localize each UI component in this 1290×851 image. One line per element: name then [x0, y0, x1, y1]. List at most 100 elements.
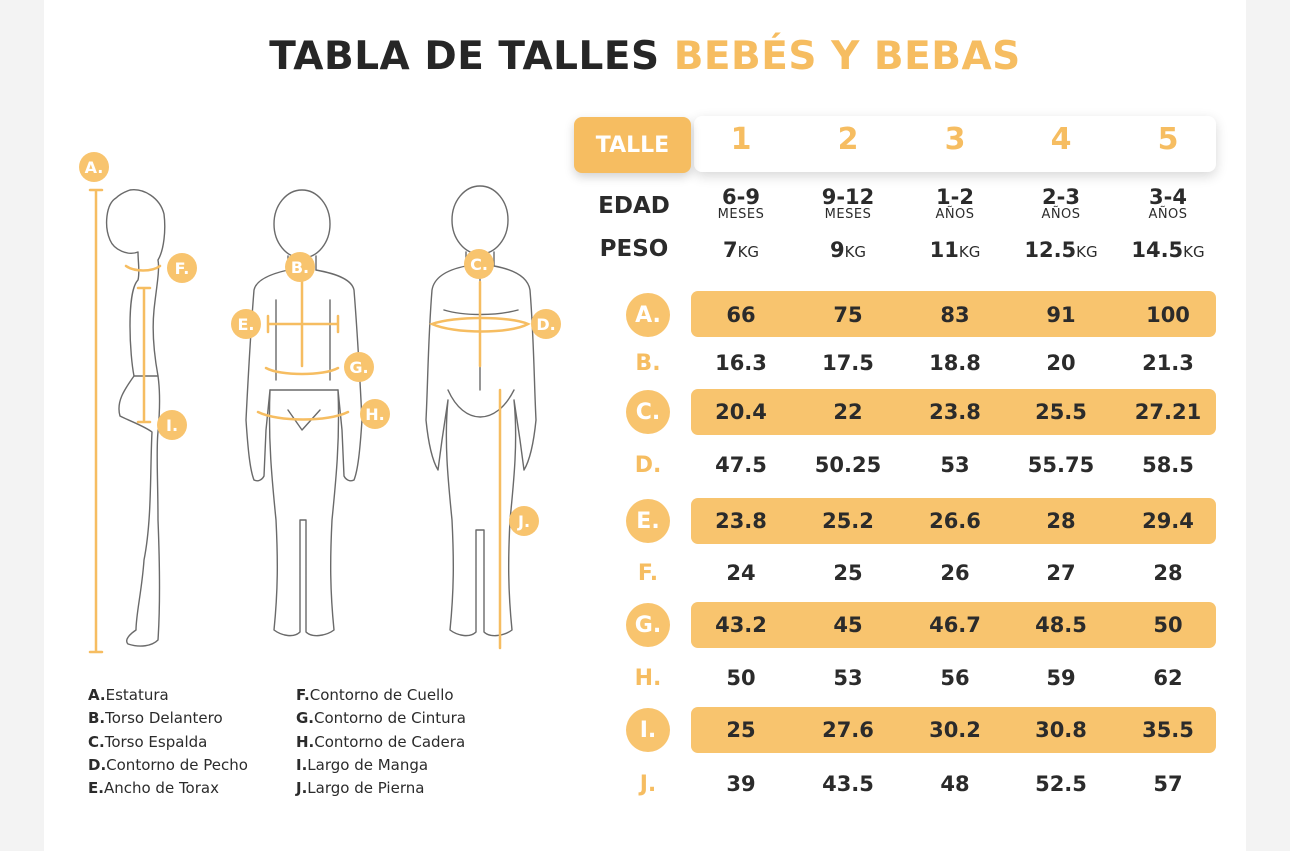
table-cell: 17.5	[822, 351, 874, 375]
page-title: TABLA DE TALLES BEBÉS Y BEBAS	[44, 34, 1246, 79]
table-cell: 23.8	[715, 509, 767, 533]
table-cell: 91	[1046, 303, 1076, 327]
table-cell: 43.5	[822, 772, 874, 796]
table-cell: 25	[833, 561, 863, 585]
peso-cell: 12.5KG	[1024, 238, 1098, 262]
legend-right: F.Contorno de Cuello G.Contorno de Cintu…	[296, 684, 466, 800]
size-1-header: 1	[730, 122, 752, 157]
table-cell: 25.5	[1035, 400, 1087, 424]
edad-cell: 1-2 AÑOS	[935, 185, 975, 222]
peso-cell: 9KG	[829, 238, 867, 262]
badge-e: E.	[231, 309, 261, 339]
legend-item: B.Torso Delantero	[88, 709, 223, 728]
row-letter-d: D.	[634, 452, 662, 478]
badge-i: I.	[157, 410, 187, 440]
table-cell: 100	[1146, 303, 1190, 327]
table-cell: 35.5	[1142, 718, 1194, 742]
legend-left: A.Estatura B.Torso Delantero C.Torso Esp…	[88, 684, 248, 800]
badge-g: G.	[344, 352, 374, 382]
edad-cell: 6-9 MESES	[717, 185, 765, 222]
legend-item: A.Estatura	[88, 686, 169, 704]
table-cell: 22	[833, 400, 863, 424]
side-figure-outline	[105, 189, 166, 647]
guide-e-ancho	[266, 314, 340, 334]
table-cell: 30.8	[1035, 718, 1087, 742]
table-cell: 28	[1046, 509, 1076, 533]
table-cell: 28	[1153, 561, 1183, 585]
table-cell: 25.2	[822, 509, 874, 533]
table-cell: 39	[726, 772, 756, 796]
row-letter-i: I.	[626, 708, 670, 752]
legend-item: H.Contorno de Cadera	[296, 732, 466, 751]
table-cell: 46.7	[929, 613, 981, 637]
table-cell: 62	[1153, 666, 1183, 690]
peso-cell: 7KG	[722, 238, 760, 262]
legend-item: J.Largo de Pierna	[296, 779, 425, 798]
table-cell: 75	[833, 303, 863, 327]
table-cell: 59	[1046, 666, 1076, 690]
size-4-header: 4	[1050, 122, 1072, 157]
row-letter-c: C.	[626, 390, 670, 434]
legend-item: C.Torso Espalda	[88, 732, 208, 751]
title-main: TABLA DE TALLES	[269, 34, 660, 79]
table-cell: 53	[940, 453, 970, 477]
badge-d: D.	[531, 309, 561, 339]
table-cell: 29.4	[1142, 509, 1194, 533]
table-cell: 20	[1046, 351, 1076, 375]
guide-h-cadera	[256, 410, 350, 421]
size-chart-sheet: TABLA DE TALLES BEBÉS Y BEBAS	[44, 0, 1246, 851]
table-cell: 48.5	[1035, 613, 1087, 637]
peso-label: PESO	[599, 236, 669, 262]
table-cell: 30.2	[929, 718, 981, 742]
table-cell: 26.6	[929, 509, 981, 533]
peso-cell: 11KG	[929, 238, 981, 262]
row-letter-b: B.	[635, 350, 661, 376]
table-cell: 83	[940, 303, 970, 327]
table-cell: 23.8	[929, 400, 981, 424]
table-cell: 27.6	[822, 718, 874, 742]
table-cell: 50	[726, 666, 756, 690]
table-cell: 26	[940, 561, 970, 585]
table-cell: 20.4	[715, 400, 767, 424]
guide-d-pecho	[428, 316, 531, 333]
row-letter-j: J.	[639, 771, 657, 797]
row-letter-e: E.	[626, 499, 670, 543]
size-2-header: 2	[837, 122, 859, 157]
row-band-g	[691, 602, 1216, 648]
table-cell: 53	[833, 666, 863, 690]
edad-cell: 3-4 AÑOS	[1148, 185, 1188, 222]
body-outline-illustration	[88, 185, 537, 654]
table-cell: 47.5	[715, 453, 767, 477]
peso-cell: 14.5KG	[1131, 238, 1205, 262]
size-header-bar	[694, 116, 1216, 172]
guide-a-estatura	[88, 188, 104, 654]
table-cell: 27.21	[1134, 400, 1202, 424]
badge-h: H.	[360, 399, 390, 429]
row-letter-h: H.	[634, 665, 662, 691]
table-cell: 48	[940, 772, 970, 796]
edad-cell: 9-12 MESES	[821, 185, 875, 222]
row-letter-g: G.	[626, 603, 670, 647]
table-cell: 57	[1153, 772, 1183, 796]
guide-g-cintura	[264, 366, 340, 376]
badge-f: F.	[167, 253, 197, 283]
row-band-e	[691, 498, 1216, 544]
table-cell: 58.5	[1142, 453, 1194, 477]
table-cell: 45	[833, 613, 863, 637]
table-cell: 25	[726, 718, 756, 742]
body-figures: A. B. C. D. E. F. G. H. I. J.	[44, 140, 564, 660]
row-letter-a: A.	[626, 293, 670, 337]
legend-item: I.Largo de Manga	[296, 755, 429, 774]
legend-item: D.Contorno de Pecho	[88, 755, 248, 774]
table-cell: 43.2	[715, 613, 767, 637]
badge-c: C.	[464, 249, 494, 279]
badge-a: A.	[79, 152, 109, 182]
badge-j: J.	[509, 506, 539, 536]
table-cell: 56	[940, 666, 970, 690]
table-cell: 24	[726, 561, 756, 585]
row-letter-f: F.	[637, 560, 659, 586]
row-band-i	[691, 707, 1216, 753]
guide-i-manga	[136, 286, 152, 424]
row-band-a	[691, 291, 1216, 337]
guide-f-cuello	[124, 264, 162, 272]
